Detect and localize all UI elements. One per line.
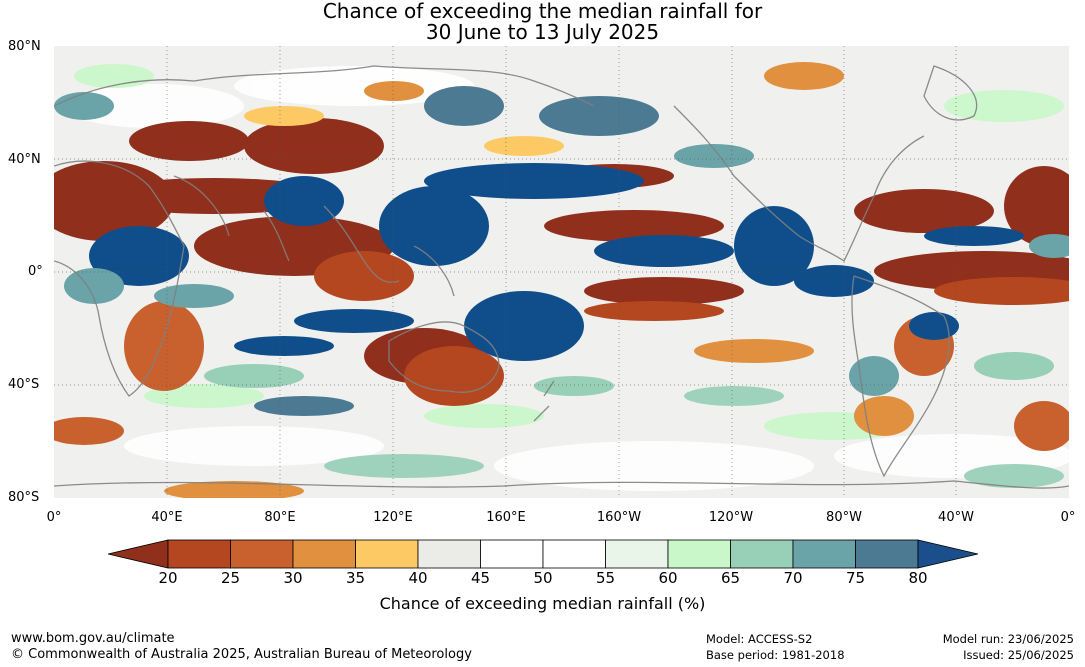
- lon-label-0-end: 0°: [1060, 510, 1076, 525]
- colorbar: [108, 539, 978, 569]
- colorbar-tick-label: 65: [720, 569, 741, 587]
- lon-label-160w: 160°W: [596, 510, 642, 525]
- footer-copyright: © Commonwealth of Australia 2025, Austra…: [11, 647, 472, 662]
- lon-label-40e: 40°E: [151, 510, 183, 525]
- colorbar-tick-label: 75: [845, 569, 866, 587]
- map-title-line-1: Chance of exceeding the median rainfall …: [322, 0, 763, 23]
- lon-label-120e: 120°E: [373, 510, 413, 525]
- lon-label-80e: 80°E: [264, 510, 296, 525]
- lon-label-120w: 120°W: [708, 510, 754, 525]
- colorbar-tick-label: 20: [158, 569, 178, 587]
- colorbar-cell: [730, 539, 794, 569]
- colorbar-tick-label: 70: [783, 569, 803, 587]
- rainfall-probability-map: [54, 46, 1069, 498]
- footer-base-period: Base period: 1981-2018: [706, 648, 845, 662]
- lon-label-160e: 160°E: [486, 510, 526, 525]
- colorbar-extend-high: [917, 539, 978, 569]
- lon-label-0: 0°: [46, 510, 62, 525]
- colorbar-tick-label: 50: [533, 569, 553, 587]
- colorbar-tick-label: 80: [908, 569, 928, 587]
- lat-label-80s: 80°S: [8, 490, 40, 505]
- lat-label-equator: 0°: [28, 264, 43, 279]
- colorbar-tick-label: 25: [220, 569, 241, 587]
- footer-model-run: Model run: 23/06/2025: [942, 632, 1074, 646]
- colorbar-tick-label: 40: [408, 569, 428, 587]
- colorbar-cell: [167, 539, 231, 569]
- footer-model: Model: ACCESS-S2: [706, 632, 813, 646]
- lat-label-80n: 80°N: [8, 39, 41, 54]
- lon-label-40w: 40°W: [938, 510, 974, 525]
- colorbar-tick-label: 35: [345, 569, 366, 587]
- lat-label-40s: 40°S: [8, 377, 40, 392]
- colorbar-tick-label: 30: [283, 569, 303, 587]
- colorbar-tick-label: 45: [470, 569, 491, 587]
- colorbar-cell: [792, 539, 856, 569]
- colorbar-cell: [230, 539, 294, 569]
- colorbar-tick-label: 55: [595, 569, 616, 587]
- colorbar-cell: [417, 539, 481, 569]
- footer-issued: Issued: 25/06/2025: [963, 648, 1074, 662]
- lat-label-40n: 40°N: [8, 152, 41, 167]
- colorbar-cell: [542, 539, 606, 569]
- colorbar-cell: [355, 539, 419, 569]
- map-title-line-2: 30 June to 13 July 2025: [425, 20, 660, 44]
- colorbar-cell: [292, 539, 356, 569]
- map-canvas: [54, 46, 1069, 498]
- footer-site: www.bom.gov.au/climate: [11, 631, 175, 646]
- colorbar-cell: [480, 539, 544, 569]
- lon-label-80w: 80°W: [826, 510, 862, 525]
- colorbar-cell: [667, 539, 731, 569]
- colorbar-tick-label: 60: [658, 569, 678, 587]
- colorbar-extend-low: [108, 539, 169, 569]
- colorbar-label: Chance of exceeding median rainfall (%): [379, 594, 706, 613]
- colorbar-cell: [605, 539, 669, 569]
- colorbar-cell: [855, 539, 919, 569]
